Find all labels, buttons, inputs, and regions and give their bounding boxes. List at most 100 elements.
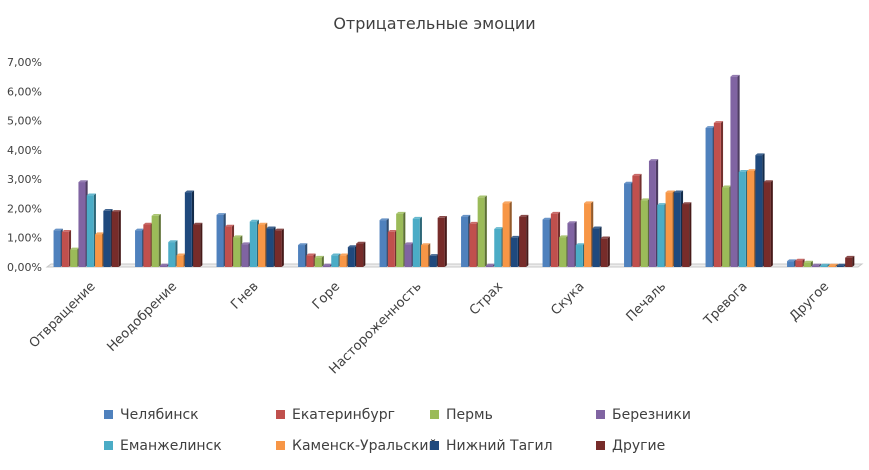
- bar: [787, 261, 795, 267]
- bar-top: [103, 208, 113, 211]
- bar: [95, 234, 103, 267]
- legend-label: Нижний Тагил: [446, 438, 553, 454]
- bar-top: [624, 181, 634, 184]
- bar: [755, 155, 763, 267]
- bar-top: [542, 217, 552, 220]
- legend-swatch: [104, 441, 113, 450]
- bar-top: [713, 121, 724, 123]
- bar-side: [835, 263, 838, 267]
- bar: [559, 237, 567, 267]
- bar: [510, 237, 518, 267]
- bar: [640, 200, 648, 267]
- bar: [828, 265, 836, 267]
- bar-top: [298, 243, 308, 246]
- bar-top: [224, 224, 235, 227]
- bar-top: [95, 232, 105, 235]
- bar: [249, 221, 257, 267]
- bar-top: [135, 228, 145, 231]
- bar: [143, 224, 151, 267]
- x-tick-label: Страх: [467, 279, 507, 319]
- y-tick-label: 1,00%: [7, 232, 42, 245]
- bar-top: [396, 211, 406, 214]
- bar: [722, 187, 730, 267]
- bar: [494, 228, 502, 267]
- bar-top: [241, 242, 251, 245]
- legend-swatch: [596, 410, 605, 419]
- bar-side: [689, 202, 692, 267]
- bar: [193, 224, 201, 267]
- bar: [421, 245, 429, 267]
- bar: [648, 160, 656, 267]
- bar: [429, 255, 437, 267]
- x-tick-label: Неодобрение: [104, 279, 180, 355]
- bar: [412, 218, 420, 267]
- bar-top: [151, 213, 161, 216]
- y-tick-label: 2,00%: [7, 202, 42, 215]
- bar-top: [811, 263, 822, 266]
- bar: [713, 122, 721, 268]
- bar-top: [78, 180, 88, 183]
- bar-top: [233, 235, 243, 238]
- y-tick-label: 6,00%: [7, 85, 42, 98]
- bar-top: [575, 243, 585, 246]
- bar: [404, 244, 412, 267]
- x-tick-label: Гнев: [228, 279, 261, 312]
- bar: [437, 217, 445, 267]
- bar-side: [818, 263, 822, 267]
- bar-top: [176, 253, 186, 256]
- bar-top: [193, 222, 203, 225]
- bar-top: [70, 247, 80, 250]
- bar-top: [828, 263, 838, 266]
- bar: [387, 231, 395, 267]
- bar-top: [61, 230, 72, 232]
- bar-side: [321, 255, 324, 267]
- bar-top: [648, 159, 659, 161]
- x-tick-label: Скука: [548, 279, 587, 318]
- bar: [224, 226, 232, 267]
- bar-top: [437, 216, 447, 218]
- bar: [584, 203, 592, 267]
- bar-top: [673, 190, 684, 193]
- bar: [575, 245, 583, 267]
- bar-top: [567, 221, 577, 224]
- bar: [61, 231, 69, 267]
- bar-side: [200, 222, 203, 267]
- bar: [624, 183, 632, 267]
- bar: [347, 247, 355, 267]
- bar-top: [657, 203, 667, 205]
- bar-side: [607, 236, 610, 267]
- x-tick-label: Печаль: [624, 279, 670, 325]
- bar-top: [339, 253, 349, 256]
- bar-top: [306, 253, 316, 256]
- bar: [730, 76, 738, 268]
- bar: [592, 228, 600, 267]
- bar: [339, 255, 347, 267]
- bar-top: [559, 235, 569, 238]
- bar: [103, 210, 111, 267]
- bar-top: [485, 263, 496, 266]
- bar: [86, 195, 94, 267]
- bar-side: [281, 228, 284, 267]
- bar: [461, 216, 469, 267]
- bar-top: [412, 216, 422, 219]
- bar: [632, 175, 640, 267]
- bar-top: [379, 218, 389, 221]
- bar: [184, 192, 192, 267]
- bar: [542, 219, 550, 267]
- bar-top: [266, 226, 276, 229]
- legend-label: Другие: [612, 438, 665, 454]
- bar-top: [258, 222, 268, 225]
- bar-top: [820, 263, 830, 266]
- bar-top: [184, 190, 195, 193]
- bar-top: [53, 228, 63, 231]
- bar-top: [111, 210, 121, 212]
- bar: [550, 213, 558, 267]
- bar: [763, 182, 771, 267]
- bar: [111, 211, 119, 267]
- bar-top: [331, 253, 341, 256]
- bar-top: [519, 214, 529, 217]
- legend-label: Каменск-Уральский: [292, 438, 438, 454]
- legend-swatch: [276, 410, 285, 419]
